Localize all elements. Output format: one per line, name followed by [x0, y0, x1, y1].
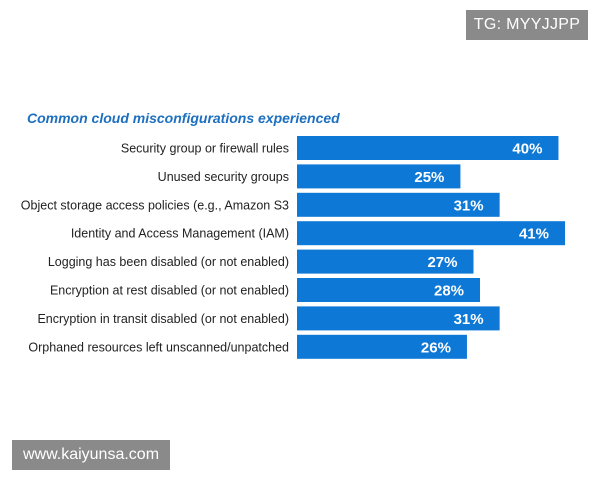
bar-row: Unused security groups 25%	[158, 164, 461, 189]
category-label: Logging has been disabled (or not enable…	[48, 255, 289, 269]
value-label: 27%	[427, 254, 457, 271]
category-label: Encryption in transit disabled (or not e…	[37, 312, 289, 326]
bar	[297, 278, 481, 302]
value-label: 40%	[512, 141, 542, 158]
watermark-top: TG: MYYJJPP	[466, 10, 588, 40]
value-label: 25%	[414, 169, 444, 186]
bar-row: Security group or firewall rules 40%	[121, 136, 559, 160]
bar-row: Object storage access policies (e.g., Am…	[21, 192, 500, 217]
bar	[297, 334, 467, 359]
bar	[297, 136, 559, 160]
bar	[297, 306, 500, 331]
category-label: Unused security groups	[158, 170, 289, 184]
chart-title: Common cloud misconfigurations experienc…	[27, 110, 340, 126]
bar	[297, 249, 474, 274]
bar	[297, 192, 500, 217]
category-label: Security group or firewall rules	[121, 142, 289, 156]
category-label: Orphaned resources left unscanned/unpatc…	[28, 340, 289, 354]
category-label: Encryption at rest disabled (or not enab…	[50, 284, 289, 298]
value-label: 28%	[434, 283, 464, 300]
bar-row: Identity and Access Management (IAM) 41%	[71, 221, 565, 246]
bar-row: Orphaned resources left unscanned/unpatc…	[28, 334, 467, 359]
value-label: 26%	[421, 339, 451, 356]
bar-row: Logging has been disabled (or not enable…	[48, 249, 474, 274]
value-label: 31%	[454, 311, 484, 328]
bar	[297, 164, 461, 189]
bar-row: Encryption at rest disabled (or not enab…	[50, 278, 481, 302]
value-label: 31%	[454, 197, 484, 214]
bar-row: Encryption in transit disabled (or not e…	[37, 306, 500, 331]
watermark-bottom: www.kaiyunsa.com	[12, 440, 170, 470]
category-label: Identity and Access Management (IAM)	[71, 227, 289, 241]
category-label: Object storage access policies (e.g., Am…	[21, 198, 289, 212]
bar	[297, 221, 565, 246]
value-label: 41%	[519, 226, 549, 243]
